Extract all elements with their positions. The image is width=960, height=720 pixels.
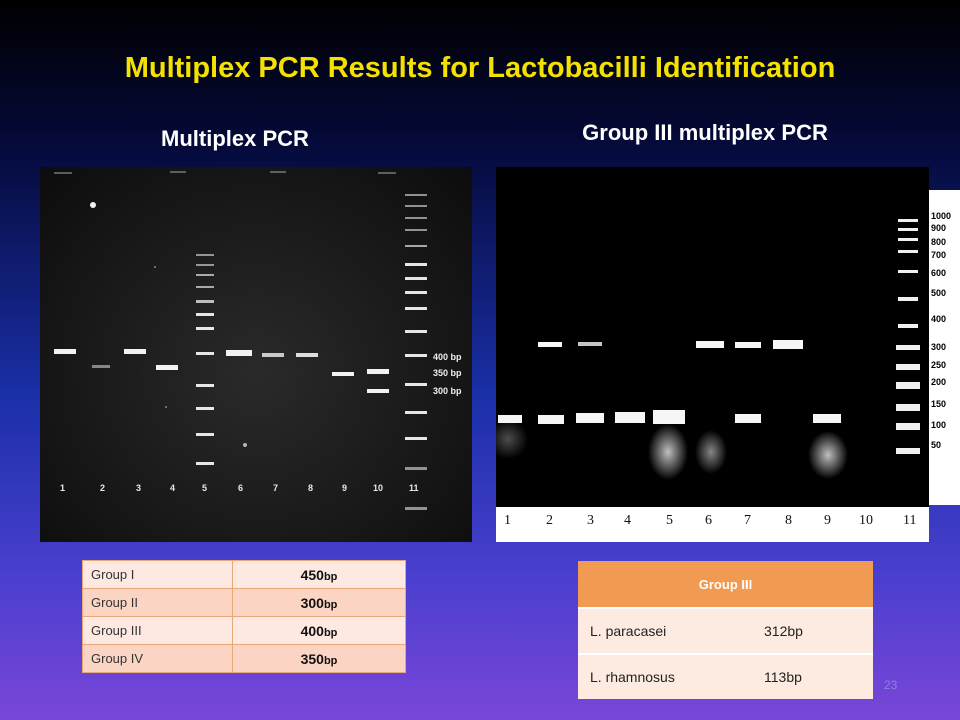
size-value: 300 bbox=[300, 594, 324, 611]
lane-label: 5 bbox=[666, 513, 673, 528]
table-row: Group I 450bp bbox=[82, 560, 406, 589]
right-subtitle: Group III multiplex PCR bbox=[582, 120, 828, 145]
group-size-table: Group I 450bp Group II 300bp Group III 4… bbox=[82, 560, 406, 673]
group-name-cell: Group IV bbox=[82, 644, 233, 673]
lane-label: 8 bbox=[785, 513, 792, 528]
size-cell: 113bp bbox=[752, 653, 873, 699]
group3-species-table: Group III L. paracasei 312bp L. rhamnosu… bbox=[578, 561, 873, 699]
size-unit: bp bbox=[323, 570, 338, 583]
scale-label: 200 bbox=[931, 377, 947, 387]
lane-label: 10 bbox=[859, 513, 873, 528]
lane-label: 8 bbox=[308, 483, 314, 493]
lane-label: 3 bbox=[587, 513, 594, 528]
table-row: L. paracasei 312bp bbox=[578, 607, 873, 654]
page-number: 23 bbox=[884, 678, 898, 692]
group-name-cell: Group I bbox=[82, 560, 233, 589]
lane-label: 7 bbox=[744, 513, 751, 528]
bp-label: 350 bp bbox=[433, 368, 462, 378]
bp-label: 400 bp bbox=[433, 352, 462, 362]
gel-right-bands bbox=[496, 219, 920, 480]
table-row: Group II 300bp bbox=[82, 588, 406, 617]
scale-label: 1000 bbox=[931, 211, 952, 221]
lane-label: 11 bbox=[903, 513, 917, 528]
group-size-cell: 300bp bbox=[232, 588, 406, 617]
left-subtitle: Multiplex PCR bbox=[161, 126, 309, 151]
species-cell: L. rhamnosus bbox=[578, 653, 752, 699]
lane-label: 7 bbox=[273, 483, 279, 493]
table-row: Group III 400bp bbox=[82, 616, 406, 645]
lane-label: 3 bbox=[136, 483, 142, 493]
lane-label: 9 bbox=[342, 483, 348, 493]
lane-label: 1 bbox=[504, 513, 511, 528]
size-value: 350 bbox=[300, 650, 324, 667]
scale-label: 250 bbox=[931, 360, 947, 370]
group-name-cell: Group II bbox=[82, 588, 233, 617]
scale-label: 600 bbox=[931, 268, 947, 278]
scale-label: 700 bbox=[931, 250, 947, 260]
lane-label: 2 bbox=[100, 483, 106, 493]
size-cell: 312bp bbox=[752, 607, 873, 654]
lane-label: 6 bbox=[238, 483, 244, 493]
lane-label: 10 bbox=[373, 483, 384, 493]
group-size-cell: 350bp bbox=[232, 644, 406, 673]
size-unit: bp bbox=[323, 626, 338, 639]
scale-label: 400 bbox=[931, 314, 947, 324]
size-value: 450 bbox=[300, 566, 324, 583]
table-header-row: Group III bbox=[578, 561, 873, 608]
scale-label: 150 bbox=[931, 399, 947, 409]
lane-label-strip bbox=[496, 507, 929, 542]
gel-left-bands bbox=[54, 171, 427, 510]
slide-title: Multiplex PCR Results for Lactobacilli I… bbox=[124, 52, 836, 84]
table-row: L. rhamnosus 113bp bbox=[578, 653, 873, 699]
size-unit: bp bbox=[323, 598, 338, 611]
scale-label: 500 bbox=[931, 288, 947, 298]
table-header: Group III bbox=[578, 561, 873, 608]
group-name-cell: Group III bbox=[82, 616, 233, 645]
scale-label: 800 bbox=[931, 237, 947, 247]
scale-label: 300 bbox=[931, 342, 947, 352]
table-row: Group IV 350bp bbox=[82, 644, 406, 673]
scale-label: 50 bbox=[931, 440, 942, 450]
lane-label: 2 bbox=[546, 513, 553, 528]
size-unit: bp bbox=[323, 654, 338, 667]
gel-image-right: 1 2 3 4 5 6 7 8 9 10 11 bbox=[496, 167, 929, 542]
size-value: 400 bbox=[300, 622, 324, 639]
group-size-cell: 400bp bbox=[232, 616, 406, 645]
gel-image-left: 1 2 3 4 5 6 7 8 9 10 11 400 bp 350 bp 30… bbox=[40, 167, 472, 542]
lane-label: 9 bbox=[824, 513, 831, 528]
lane-label: 6 bbox=[705, 513, 712, 528]
bp-label: 300 bp bbox=[433, 386, 462, 396]
scale-label: 900 bbox=[931, 223, 947, 233]
lane-label: 5 bbox=[202, 483, 208, 493]
ladder-scale: 1000 900 800 700 600 500 400 300 250 200… bbox=[929, 190, 960, 505]
scale-label: 100 bbox=[931, 420, 947, 430]
group-size-cell: 450bp bbox=[232, 560, 406, 589]
lane-label: 1 bbox=[60, 483, 66, 493]
lane-label: 11 bbox=[409, 483, 419, 493]
lane-label: 4 bbox=[624, 513, 631, 528]
species-cell: L. paracasei bbox=[578, 607, 752, 654]
lane-label: 4 bbox=[170, 483, 176, 493]
